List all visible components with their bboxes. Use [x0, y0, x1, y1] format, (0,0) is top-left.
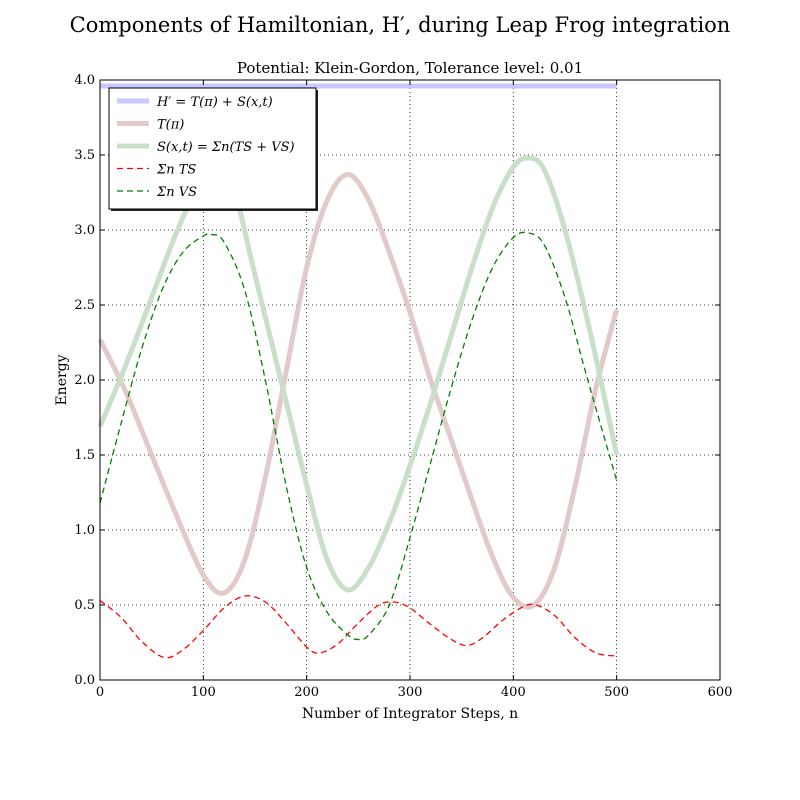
y-tick-label: 2.5: [74, 298, 95, 313]
x-axis-label: Number of Integrator Steps, n: [302, 706, 518, 722]
y-tick-label: 2.0: [74, 373, 95, 388]
y-tick-label: 0.0: [74, 673, 95, 688]
potential-s-line: [97, 155, 620, 593]
x-tick-label: 500: [604, 685, 629, 700]
kinetic-line: [97, 172, 620, 610]
y-tick-label: 3.5: [74, 148, 95, 163]
legend: H′ = T(π) + S(x,t) T(π) S(x,t) = Σn(TS + V…: [108, 87, 318, 211]
figure-title: Components of Hamiltonian, H′, during Le…: [70, 13, 731, 37]
chart-subtitle: Potential: Klein-Gordon, Tolerance level…: [237, 59, 583, 77]
x-tick-label: 300: [398, 685, 423, 700]
y-tick-label: 3.0: [74, 223, 95, 238]
legend-entry-potential-s-label: S(x,t) = Σn(TS + VS): [157, 140, 295, 155]
x-tick-label: 200: [294, 685, 319, 700]
y-axis-label: Energy: [54, 354, 70, 405]
x-tick-label: 400: [501, 685, 526, 700]
y-tick-label: 4.0: [74, 73, 95, 88]
legend-entry-hamiltonian-label: H′ = T(π) + S(x,t): [156, 95, 273, 110]
x-tick-label: 600: [708, 685, 733, 700]
legend-entry-sum-vs-label: Σn VS: [156, 185, 197, 200]
y-tick-label: 0.5: [74, 598, 95, 613]
sum-vs-dashed-line: [99, 231, 618, 641]
legend-entry-sum-ts-label: Σn TS: [156, 163, 196, 178]
sum-ts-dashed-line: [99, 595, 617, 659]
legend-entry-kinetic-label: T(π): [157, 118, 184, 133]
x-tick-label: 0: [96, 685, 104, 700]
ticks: 0 100 200 300 400 500 600 0.0 0.5 1.0 1.5 2.0 2.5 3.0…: [74, 73, 732, 700]
y-tick-label: 1.0: [74, 523, 95, 538]
x-tick-label: 100: [191, 685, 216, 700]
y-tick-label: 1.5: [74, 448, 95, 463]
